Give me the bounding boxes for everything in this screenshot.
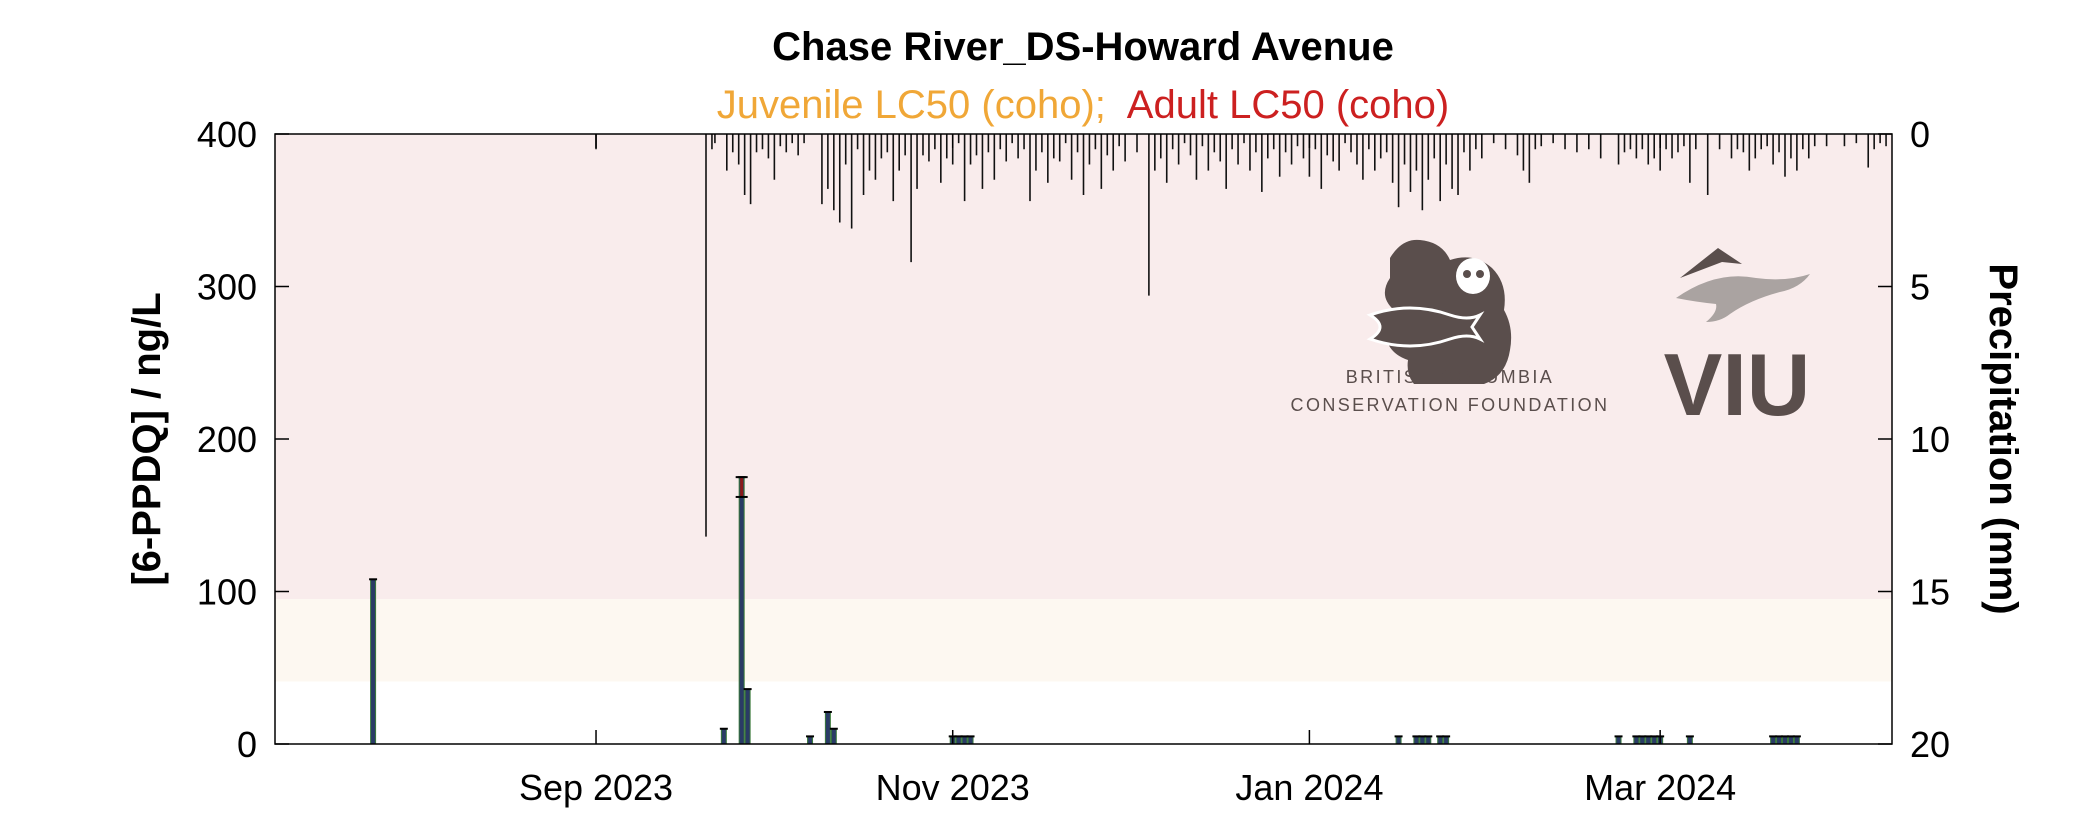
conc-bar-23 [1686, 735, 1693, 745]
conc-bar-19 [1639, 735, 1646, 745]
conc-bar-28 [1793, 735, 1800, 745]
conc-bar-0 [370, 578, 377, 745]
x-axis: Sep 2023 Nov 2023 Jan 2024 Mar 2024 [519, 134, 1736, 808]
left-tick-label-2: 200 [197, 419, 257, 460]
conc-bar-11 [1395, 735, 1402, 745]
viu-wordmark: VIU [1664, 335, 1811, 434]
right-tick-label-1: 5 [1910, 267, 1930, 308]
conc-bar-3 [744, 688, 751, 745]
precipitation-series [595, 134, 1887, 537]
conc-bar-10 [967, 735, 974, 745]
threshold-band-1 [275, 599, 1892, 682]
viu-logo: VIU [1664, 248, 1811, 434]
chart-title: Chase River_DS-Howard Avenue [772, 25, 1394, 69]
threshold-band-0 [275, 134, 1892, 600]
conc-bar-4 [807, 735, 814, 745]
left-tick-label-1: 100 [197, 572, 257, 613]
conc-bar-17 [1615, 735, 1622, 745]
threshold-bands [275, 134, 1892, 682]
x-tick-label-0: Sep 2023 [519, 767, 673, 808]
conc-bar-2 [738, 476, 745, 745]
conc-bar-20 [1645, 735, 1652, 745]
conc-bar-6 [830, 728, 837, 745]
bccf-logo: BRITISH COLUMBIA CONSERVATION FOUNDATION [1291, 239, 1610, 415]
conc-bar-12 [1413, 735, 1420, 745]
conc-bar-16 [1443, 735, 1450, 745]
left-axis: 0 100 200 300 400 [197, 114, 289, 765]
conc-bar-26 [1781, 735, 1788, 745]
conc-bar-18 [1633, 735, 1640, 745]
conc-bar-14 [1425, 735, 1432, 745]
conc-bar-15 [1437, 735, 1444, 745]
conc-bar-25 [1776, 735, 1783, 745]
bear-owl-salmon-icon [1366, 239, 1512, 384]
x-tick-label-2: Jan 2024 [1235, 767, 1383, 808]
right-tick-label-0: 0 [1910, 114, 1930, 155]
subtitle-adult: Adult LC50 (coho) [1127, 83, 1449, 127]
concentration-series [369, 476, 1801, 745]
y-axis-label-left: [6-PPDQ] / ng/L [125, 292, 169, 585]
mountain-leaf-icon [1676, 248, 1810, 322]
right-tick-label-2: 10 [1910, 419, 1950, 460]
right-axis: 0 5 10 15 20 [1878, 114, 1950, 765]
conc-bar-27 [1787, 735, 1794, 745]
conc-bar-13 [1419, 735, 1426, 745]
right-tick-label-3: 15 [1910, 572, 1950, 613]
left-tick-label-0: 0 [237, 724, 257, 765]
subtitle-juvenile: Juvenile LC50 (coho); [717, 83, 1106, 127]
bccf-line2: CONSERVATION FOUNDATION [1291, 395, 1610, 415]
bccf-line1: BRITISH COLUMBIA [1346, 367, 1554, 387]
x-tick-label-1: Nov 2023 [876, 767, 1030, 808]
conc-bar-8 [955, 735, 962, 745]
conc-bar-21 [1651, 735, 1658, 745]
x-tick-label-3: Mar 2024 [1584, 767, 1736, 808]
right-tick-label-4: 20 [1910, 724, 1950, 765]
chart-subtitle: Juvenile LC50 (coho); Adult LC50 (coho) [717, 83, 1449, 127]
conc-bar-9 [961, 735, 968, 745]
left-tick-label-4: 400 [197, 114, 257, 155]
y-axis-label-right: Precipitation (mm) [1981, 263, 2025, 614]
conc-bar-1 [720, 728, 727, 745]
conc-bar-5 [824, 711, 831, 745]
conc-bar-24 [1770, 735, 1777, 745]
left-tick-label-3: 300 [197, 267, 257, 308]
